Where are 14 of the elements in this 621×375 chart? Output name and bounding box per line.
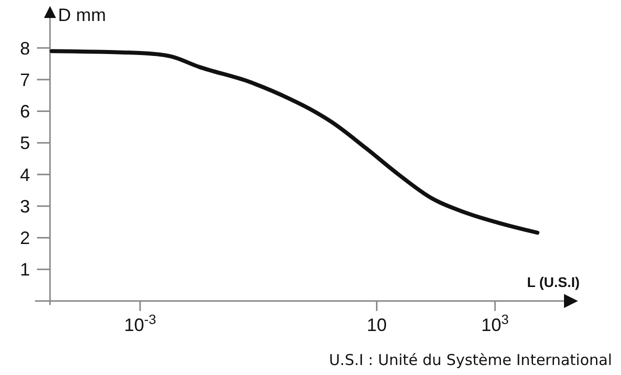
y-tick-label: 5 — [20, 133, 30, 154]
text: U.S.I : Unité du Système International — [328, 351, 612, 369]
x-axis-title: L (U.S.I) — [527, 274, 580, 290]
y-tick-label: 7 — [20, 70, 30, 90]
y-tick-label: 1 — [20, 260, 30, 280]
y-axis-title: D mm — [58, 5, 106, 25]
x-tick-label: 10$^{-3}$ — [124, 312, 156, 335]
y-tick-label: 8 — [20, 38, 30, 58]
y-tick-label: 3 — [20, 196, 30, 216]
y-tick-label: 4 — [20, 164, 30, 185]
x-tick-label: 10 — [366, 315, 387, 335]
x-tick-label: 10$^{3}$ — [481, 312, 509, 335]
y-tick-label: 6 — [20, 102, 30, 122]
y-tick-label: 2 — [20, 228, 30, 248]
